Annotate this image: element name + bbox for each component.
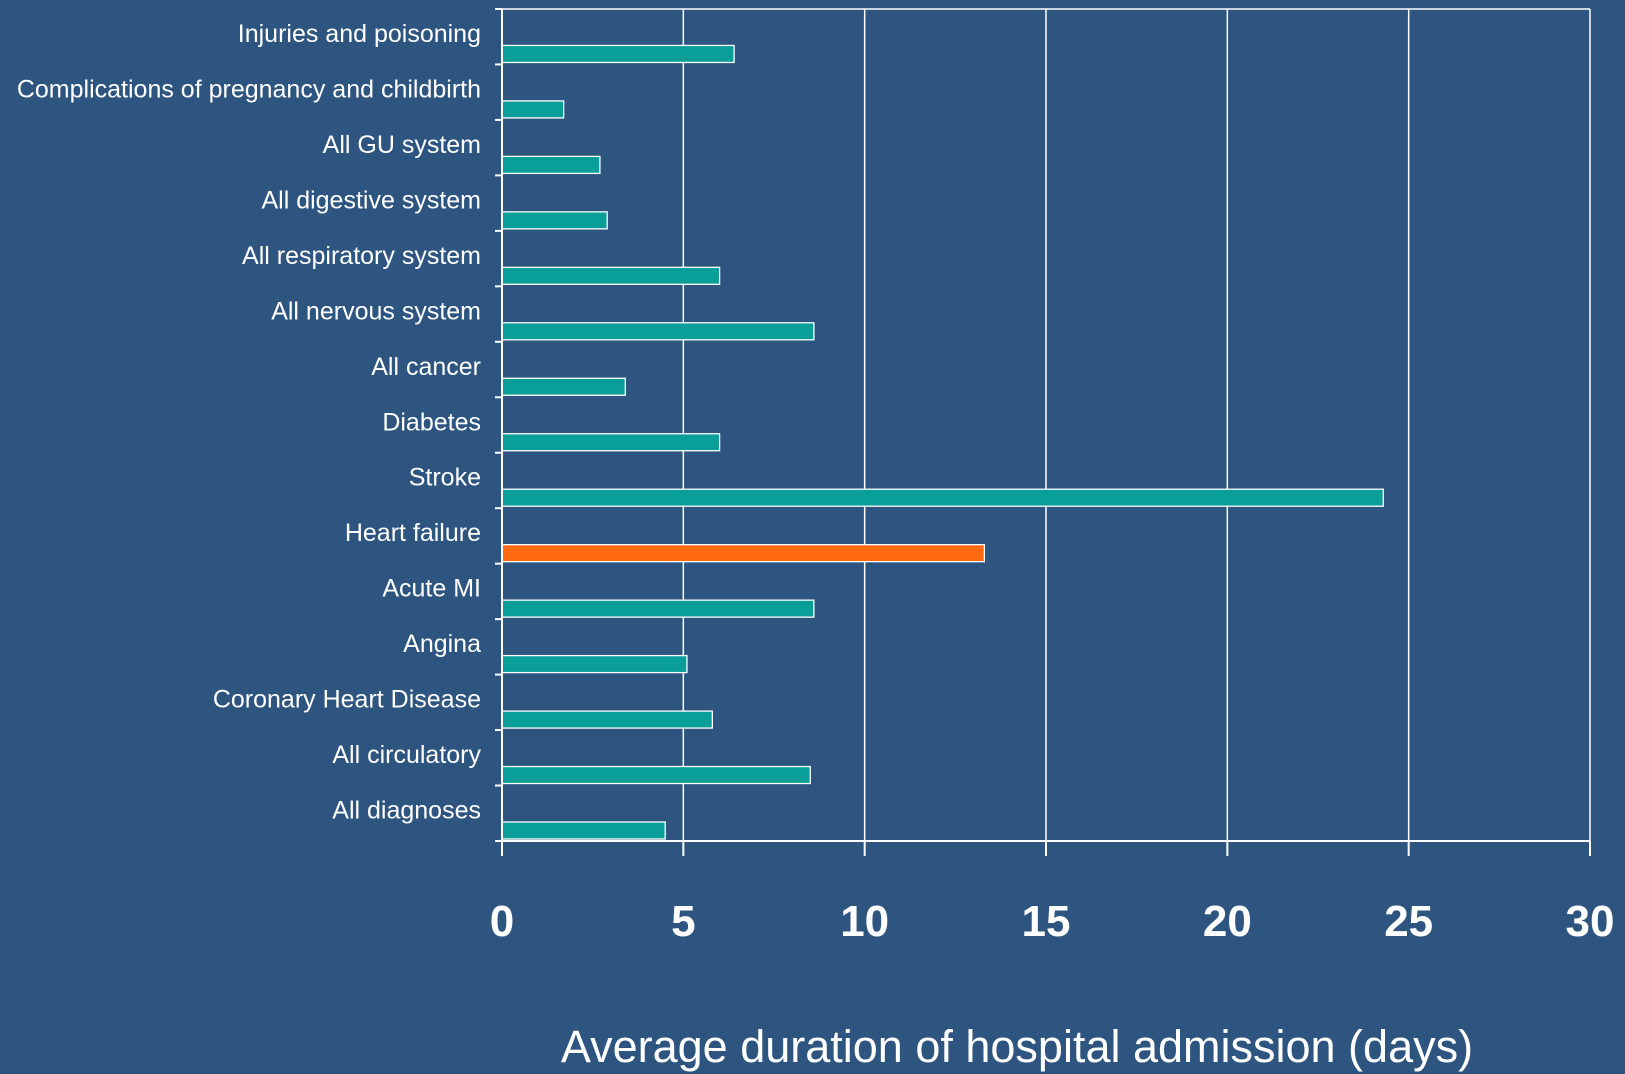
category-label: Acute MI: [382, 575, 481, 603]
bar: [501, 322, 815, 341]
bars: [501, 44, 1384, 840]
category-label: Angina: [403, 630, 481, 658]
bar: [501, 710, 713, 729]
bar: [501, 544, 985, 563]
bar: [501, 654, 688, 674]
bar: [501, 377, 626, 396]
category-label: All respiratory system: [242, 242, 481, 270]
category-label: Stroke: [409, 464, 481, 492]
bar: [501, 100, 565, 119]
x-tick-label: 15: [1022, 897, 1071, 946]
gridlines: [682, 9, 1591, 841]
bar: [501, 211, 608, 230]
bar: [501, 44, 735, 64]
category-label: All nervous system: [271, 297, 481, 325]
category-label: Heart failure: [345, 519, 481, 547]
category-label: All circulatory: [332, 741, 481, 769]
x-tick-label: 25: [1384, 897, 1433, 946]
bar: [501, 433, 721, 452]
x-tick-labels: 0 5 10 15 20 25 30: [490, 897, 1615, 946]
category-label: All cancer: [371, 353, 481, 381]
x-tick-label: 0: [490, 897, 514, 946]
bar: [501, 488, 1384, 507]
category-label: All digestive system: [261, 186, 481, 214]
x-tick-label: 10: [840, 897, 889, 946]
bar: [501, 765, 811, 785]
bar: [501, 155, 601, 175]
category-label: Diabetes: [382, 408, 481, 436]
bar: [501, 266, 721, 285]
x-tick-label: 5: [671, 897, 695, 946]
x-tick-label: 30: [1566, 897, 1615, 946]
category-label: Coronary Heart Disease: [213, 686, 481, 714]
category-label: All diagnoses: [332, 797, 481, 825]
category-label: All GU system: [323, 131, 481, 159]
bar: [501, 821, 666, 840]
category-labels: Injuries and poisoning Complications of p…: [17, 20, 482, 825]
category-label: Complications of pregnancy and childbirt…: [17, 75, 481, 103]
axes: [495, 8, 1591, 856]
category-label: Injuries and poisoning: [238, 20, 481, 48]
bar: [501, 599, 815, 618]
x-tick-label: 20: [1203, 897, 1252, 946]
x-axis-title: Average duration of hospital admission (…: [561, 1021, 1473, 1072]
